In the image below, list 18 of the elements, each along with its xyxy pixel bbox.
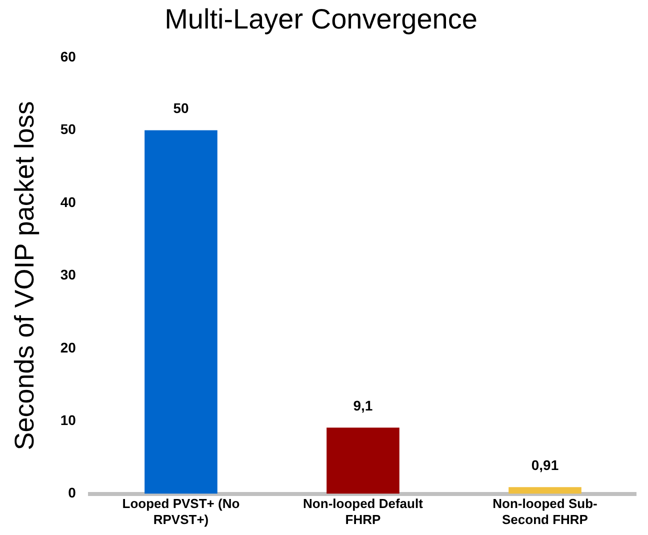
bar <box>508 487 582 494</box>
y-tick-label: 50 <box>60 121 76 138</box>
data-label: 50 <box>173 100 189 116</box>
chart-title: Multi-Layer Convergence <box>164 4 478 35</box>
bar <box>144 130 218 494</box>
y-tick-label: 10 <box>60 412 76 428</box>
x-tick-label: Looped PVST+ (No RPVST+) <box>122 496 240 527</box>
y-tick-label: 30 <box>60 266 76 283</box>
y-tick-label: 0 <box>68 484 76 501</box>
x-tick-label: Non-looped Sub-Second FHRP <box>492 496 598 527</box>
x-tick-label: Non-looped Default FHRP <box>303 496 424 527</box>
y-tick-label: 60 <box>60 48 76 64</box>
y-tick-label: 40 <box>60 194 76 210</box>
data-label: 0,91 <box>531 457 559 474</box>
y-axis-title: Seconds of VOIP packet loss <box>10 101 40 450</box>
data-label: 9,1 <box>353 398 373 414</box>
y-tick-label: 20 <box>60 339 76 356</box>
bar <box>326 428 400 494</box>
